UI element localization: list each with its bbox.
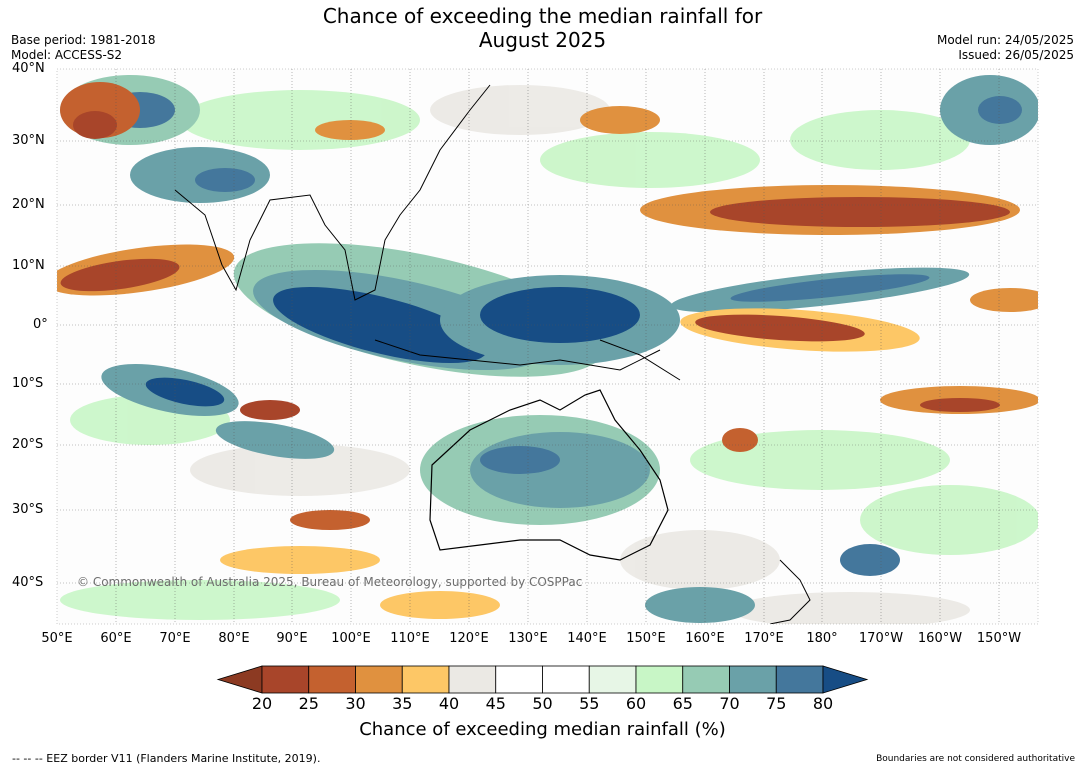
colorbar-tick-label: 65 — [672, 694, 693, 713]
colorbar-tick-label: 60 — [625, 694, 647, 713]
lon-label-100e: 100°E — [331, 631, 371, 646]
copyright-text: © Commonwealth of Australia 2025, Bureau… — [77, 575, 583, 589]
lat-label-30s: 30°S — [12, 502, 44, 517]
lat-label-10n: 10°N — [12, 258, 45, 273]
meta-left: Base period: 1981-2018 Model: ACCESS-S2 — [11, 33, 156, 63]
lat-label-40n: 40°N — [12, 61, 45, 76]
colorbar-segment — [682, 665, 730, 694]
lon-label-80e: 80°E — [218, 631, 250, 646]
colorbar-high-extend — [822, 665, 869, 694]
colorbar-tick-label: 50 — [532, 694, 553, 713]
colorbar-segment — [261, 665, 310, 694]
colorbar-segment — [729, 665, 777, 694]
colorbar-tick-label: 35 — [392, 694, 413, 713]
lon-label-130e: 130°E — [508, 631, 548, 646]
lat-label-0: 0° — [33, 317, 48, 332]
colorbar-tick-label: 40 — [438, 694, 460, 713]
lon-label-150w: 150°W — [976, 631, 1022, 646]
colorbar-segment — [542, 665, 590, 694]
lat-label-30n: 30°N — [12, 133, 45, 148]
title-line-1: Chance of exceeding the median rainfall … — [322, 4, 763, 28]
lat-label-10s: 10°S — [12, 376, 44, 391]
lon-label-160e: 160°E — [685, 631, 725, 646]
boundaries-disclaimer: Boundaries are not considered authoritat… — [876, 754, 1075, 764]
colorbar-tick-label: 55 — [579, 694, 600, 713]
colorbar-segment — [308, 665, 356, 694]
lon-label-140e: 140°E — [567, 631, 607, 646]
colorbar-tick-label: 25 — [298, 694, 319, 713]
colorbar-segment — [448, 665, 497, 694]
eez-border-note: -- -- -- EEZ border V11 (Flanders Marine… — [12, 752, 321, 765]
title-line-2: August 2025 — [478, 28, 607, 52]
lon-label-110e: 110°E — [390, 631, 430, 646]
model-text: Model: ACCESS-S2 — [11, 48, 123, 62]
colorbar-tick-label: 20 — [251, 694, 273, 713]
lat-label-40s: 40°S — [12, 575, 44, 590]
colorbar-low-extend — [216, 665, 263, 694]
map-field — [57, 69, 1038, 624]
lon-label-50e: 50°E — [41, 631, 73, 646]
colorbar-segment — [401, 665, 450, 694]
colorbar-segment — [495, 665, 543, 694]
lon-label-170e: 170°E — [744, 631, 784, 646]
lon-label-120e: 120°E — [449, 631, 489, 646]
colorbar-segment — [775, 665, 824, 694]
colorbar-segment — [635, 665, 684, 694]
colorbar-tick-label: 30 — [345, 694, 366, 713]
lon-label-160w: 160°W — [917, 631, 963, 646]
map-title: Chance of exceeding the median rainfall … — [0, 4, 1085, 52]
colorbar — [216, 665, 869, 694]
colorbar-tick-label: 75 — [766, 694, 787, 713]
base-period-text: Base period: 1981-2018 — [11, 33, 156, 47]
model-run-text: Model run: 24/05/2025 — [936, 33, 1074, 47]
issued-text: Issued: 26/05/2025 — [958, 48, 1074, 62]
lon-label-150e: 150°E — [626, 631, 666, 646]
lon-label-60e: 60°E — [100, 631, 132, 646]
lat-label-20n: 20°N — [12, 197, 45, 212]
lon-label-170w: 170°W — [858, 631, 904, 646]
colorbar-segment — [355, 665, 403, 694]
meta-right: Model run: 24/05/2025 Issued: 26/05/2025 — [937, 33, 1074, 63]
lon-label-70e: 70°E — [159, 631, 191, 646]
colorbar-tick-label: 45 — [485, 694, 506, 713]
lat-label-20s: 20°S — [12, 437, 44, 452]
lon-label-180: 180° — [806, 631, 838, 646]
colorbar-title: Chance of exceeding median rainfall (%) — [359, 719, 726, 740]
colorbar-tick-label: 80 — [812, 694, 834, 713]
colorbar-tick-label: 70 — [719, 694, 740, 713]
colorbar-segment — [588, 665, 637, 694]
lon-label-90e: 90°E — [276, 631, 308, 646]
